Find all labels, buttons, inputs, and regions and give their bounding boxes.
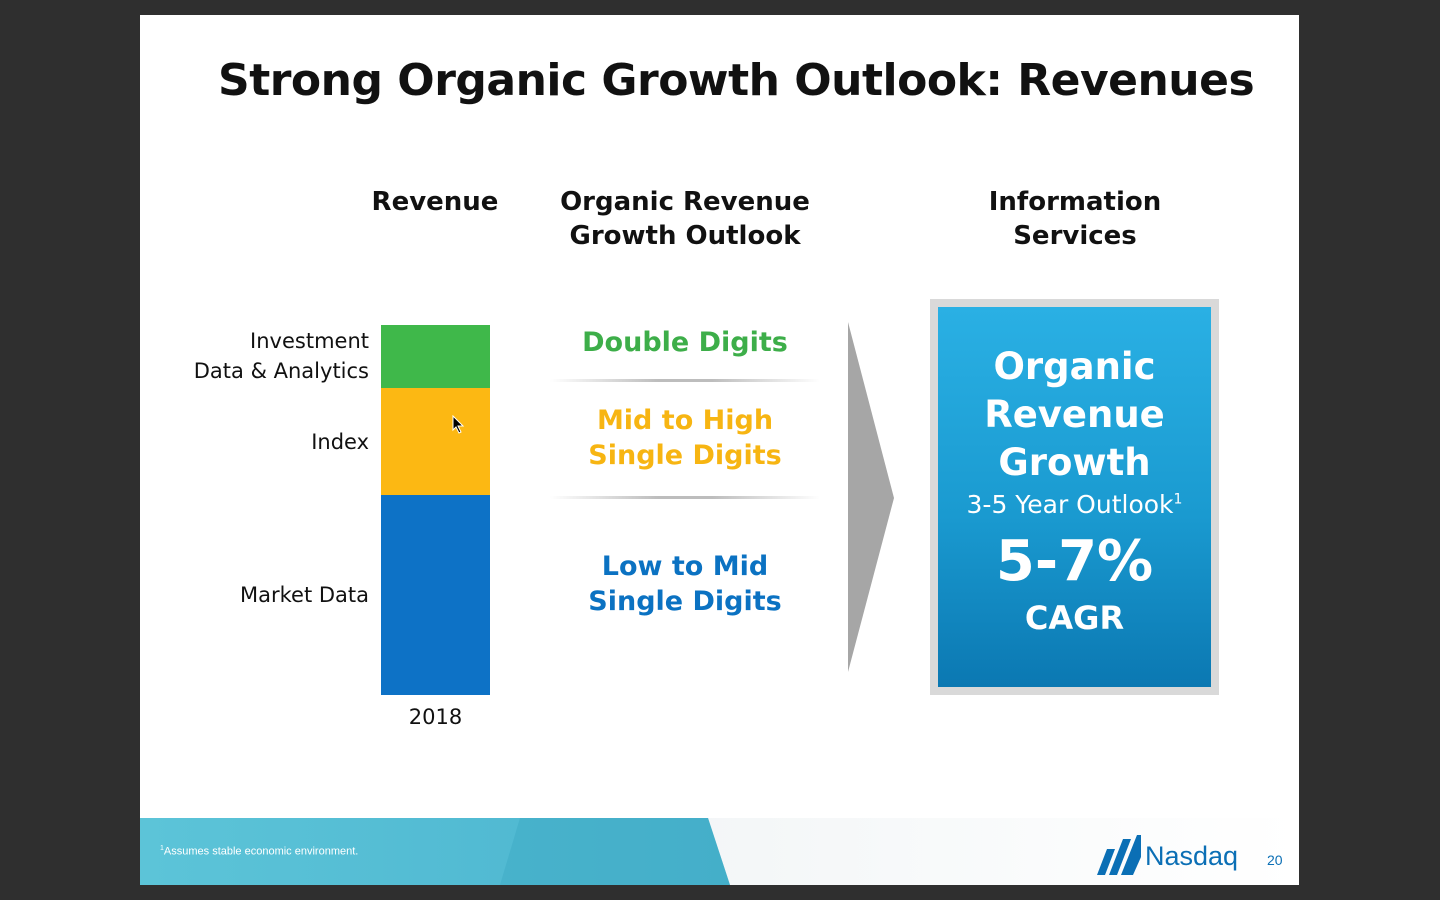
outlook-low-to-mid: Low to Mid Single Digits [588,551,782,617]
outlook-double-digits: Double Digits [582,327,788,358]
bar-segment-2 [381,387,490,496]
nasdaq-logo-icon [1097,835,1141,875]
mouse-pointer-icon [452,415,465,434]
x-axis-label-2018: 2018 [408,705,463,729]
footnote-sup: 1 [160,845,164,852]
info-box-cagr: CAGR [1024,599,1125,637]
info-box-percentage: 5-7% [995,529,1154,594]
outlook-column-header: Organic Revenue Growth Outlook [560,187,810,251]
info-box-subtitle-text: 3-5 Year Outlook [966,490,1174,519]
bar-segment-1 [381,495,490,695]
footnote-marker: 1 [1173,491,1183,508]
footnote: 1Assumes stable economic environment. [160,845,358,858]
footnote-text: Assumes stable economic environment. [163,845,359,858]
segment-label-2: Index [311,429,369,454]
info-box-frame: Organic Revenue Growth 3-5 Year Outlook1… [930,299,1219,695]
revenue-column-header: Revenue [371,187,499,217]
bar-segment-3 [381,325,490,388]
divider-2 [550,496,820,499]
info-box-subtitle: 3-5 Year Outlook1 [938,490,1211,519]
nasdaq-logo-text: Nasdaq [1145,841,1239,871]
segment-label-3: Investment Data & Analytics [193,329,369,384]
segment-label-1: Market Data [239,583,369,608]
slide-title: Strong Organic Growth Outlook: Revenues [218,55,1255,106]
page-number: 20 [1267,852,1283,868]
divider-1 [550,379,820,382]
footer-band [140,818,1299,885]
right-arrow-icon [848,322,894,672]
info-box: Organic Revenue Growth 3-5 Year Outlook1… [938,307,1211,687]
slide: Strong Organic Growth Outlook: Revenues … [140,15,1299,885]
outlook-mid-to-high: Mid to High Single Digits [588,405,782,471]
info-column-header: Information Services [988,187,1162,251]
info-box-heading: Organic Revenue Growth [984,345,1165,484]
